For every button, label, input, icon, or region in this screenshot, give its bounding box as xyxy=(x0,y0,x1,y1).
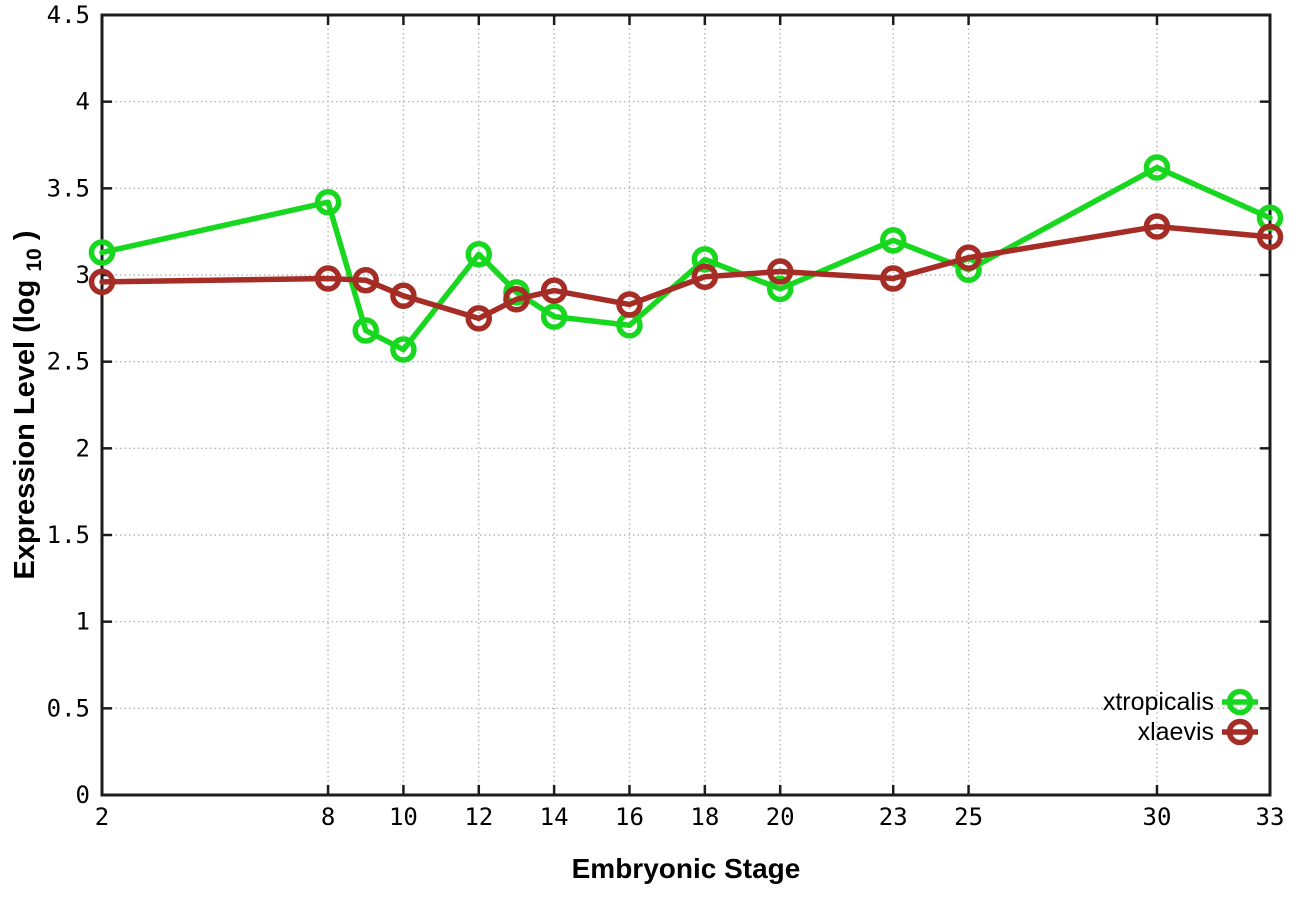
data-point-xlaevis xyxy=(1256,223,1284,251)
x-tick-label: 18 xyxy=(690,803,719,831)
y-tick-label: 4 xyxy=(76,88,90,116)
y-tick-label: 3 xyxy=(76,261,90,289)
y-tick-label: 2.5 xyxy=(47,348,90,376)
data-point-xtropicalis xyxy=(879,227,907,254)
data-point-xlaevis xyxy=(88,268,116,296)
data-point-xlaevis xyxy=(1143,213,1171,240)
y-tick-label: 0 xyxy=(76,781,90,809)
x-tick-label: 23 xyxy=(879,803,908,831)
x-tick-label: 16 xyxy=(615,803,644,831)
y-axis-title: Expression Level (log 10 ) xyxy=(9,231,48,580)
data-point-xtropicalis xyxy=(766,275,794,303)
data-point-xlaevis xyxy=(766,258,794,285)
plot-border-rect xyxy=(100,13,1272,797)
y-axis-title-close: ) xyxy=(9,231,41,241)
y-axis-title-main: Expression Level (log xyxy=(9,280,41,580)
legend-label-xlaevis: xlaevis xyxy=(1138,718,1214,746)
data-point-xlaevis xyxy=(503,286,530,313)
x-tick-label: 30 xyxy=(1143,803,1172,831)
data-point-xlaevis xyxy=(691,263,719,290)
legend-sample-marker-xtropicalis xyxy=(1226,688,1254,716)
data-point-xlaevis xyxy=(352,266,379,294)
x-tick-label: 20 xyxy=(766,803,795,831)
y-tick-labels: 0 0.5 1 1.5 2 2.5 3 3.5 4 4.5 xyxy=(47,1,90,809)
legend-samples xyxy=(1222,688,1258,746)
data-point-xlaevis xyxy=(616,291,643,318)
x-tick-label: 33 xyxy=(1256,803,1285,831)
y-tick-label: 2 xyxy=(76,434,90,462)
data-point-xtropicalis xyxy=(691,246,719,273)
plot-border xyxy=(100,13,1272,797)
legend-label-xtropicalis: xtropicalis xyxy=(1103,688,1214,716)
x-tick-labels: 2 8 10 12 14 16 18 20 23 25 30 33 xyxy=(95,803,1285,831)
x-tick-label: 2 xyxy=(95,803,109,831)
data-point-xlaevis xyxy=(955,244,982,271)
data-point-xtropicalis xyxy=(1143,154,1171,181)
y-tick-label: 0.5 xyxy=(47,694,90,722)
y-tick-label: 1 xyxy=(76,608,90,636)
data-point-xlaevis xyxy=(540,277,568,304)
gridlines xyxy=(101,14,1271,796)
y-tick-label: 1.5 xyxy=(47,521,90,549)
axis-ticks xyxy=(100,13,1272,797)
x-axis-title: Embryonic Stage xyxy=(572,853,801,884)
legend: xtropicalis xlaevis xyxy=(1103,688,1258,746)
data-point-xlaevis xyxy=(390,282,417,310)
data-point-xlaevis xyxy=(879,265,907,292)
x-tick-label: 12 xyxy=(464,803,493,831)
x-tick-label: 10 xyxy=(389,803,418,831)
y-tick-label: 3.5 xyxy=(47,174,90,202)
data-point-xtropicalis xyxy=(465,240,493,268)
data-point-xtropicalis xyxy=(390,336,417,363)
data-point-xtropicalis xyxy=(88,239,116,266)
data-point-xlaevis xyxy=(465,305,493,332)
x-tick-label: 8 xyxy=(321,803,335,831)
series-plot xyxy=(88,154,1284,363)
data-point-xlaevis xyxy=(314,265,342,292)
data-point-xtropicalis xyxy=(540,303,568,330)
data-point-xtropicalis xyxy=(352,317,379,344)
data-point-xtropicalis xyxy=(314,188,342,216)
y-tick-label: 4.5 xyxy=(47,1,90,29)
x-tick-label: 14 xyxy=(540,803,569,831)
x-tick-label: 25 xyxy=(954,803,983,831)
y-axis-title-subscript: 10 xyxy=(23,248,46,271)
legend-sample-marker-xlaevis xyxy=(1226,718,1254,746)
series-line-xtropicalis xyxy=(99,164,1273,353)
